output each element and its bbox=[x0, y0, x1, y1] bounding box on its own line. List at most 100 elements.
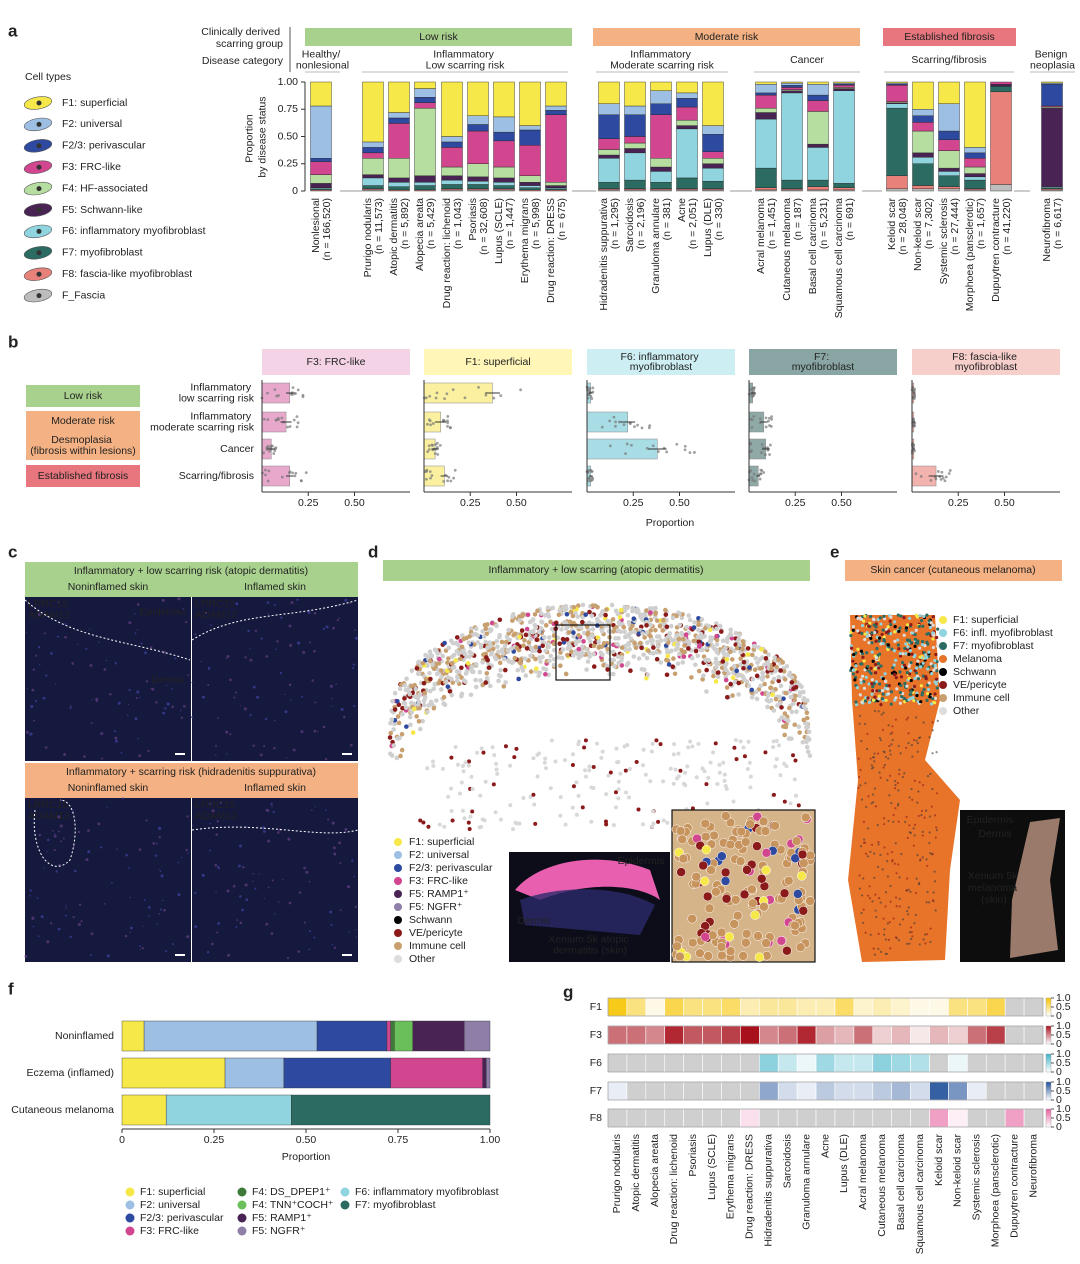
micrograph-speck bbox=[44, 610, 46, 613]
cell-dot bbox=[904, 652, 908, 656]
cell-dot bbox=[538, 611, 544, 616]
cell-dot bbox=[896, 781, 899, 785]
jitter-point bbox=[269, 445, 273, 449]
cell-dot bbox=[464, 669, 470, 674]
bar-segment bbox=[467, 130, 489, 164]
cell-dot bbox=[722, 772, 727, 777]
micrograph-speck bbox=[127, 703, 130, 706]
micrograph-speck bbox=[267, 886, 270, 889]
cell-dot bbox=[626, 795, 631, 800]
legend-swatch bbox=[394, 864, 402, 872]
cell-dot bbox=[695, 635, 701, 640]
cell-dot bbox=[427, 670, 432, 676]
cell-dot bbox=[558, 795, 563, 800]
micrograph-speck bbox=[57, 815, 61, 819]
heat-cell bbox=[910, 1053, 930, 1073]
cell-dot bbox=[928, 841, 931, 845]
micrograph-speck bbox=[219, 801, 222, 804]
cell-dot bbox=[551, 657, 557, 662]
jitter-point bbox=[264, 473, 267, 477]
bar-segment bbox=[362, 174, 384, 179]
cell-dot bbox=[486, 665, 492, 670]
bar-segment bbox=[519, 182, 541, 186]
jitter-point bbox=[427, 418, 431, 422]
cell-dot bbox=[467, 759, 472, 764]
cell-dot bbox=[907, 888, 910, 891]
cell-dot bbox=[644, 623, 649, 628]
cell-dot bbox=[760, 655, 765, 660]
jitter-point bbox=[929, 479, 933, 482]
x-tick-label: Atopic dermatitis bbox=[388, 198, 400, 276]
cell-dot bbox=[935, 644, 939, 648]
cell-dot bbox=[438, 687, 444, 692]
cell-dot bbox=[880, 632, 884, 637]
legend-nucleus bbox=[36, 271, 42, 277]
legend-label: VE/pericyte bbox=[953, 679, 1007, 691]
cell-dot bbox=[869, 614, 873, 619]
cell-dot bbox=[910, 743, 914, 747]
bar-segment bbox=[990, 184, 1012, 192]
bar-segment bbox=[676, 92, 698, 99]
cell-dot bbox=[443, 648, 449, 653]
micrograph-speck bbox=[209, 822, 211, 825]
cell-dot bbox=[518, 660, 523, 666]
cell-dot bbox=[559, 655, 565, 661]
micrograph-speck bbox=[226, 655, 230, 658]
cell-dot bbox=[913, 779, 916, 782]
legend-nucleus bbox=[36, 164, 42, 170]
bar-segment bbox=[493, 131, 515, 142]
cell-dot bbox=[564, 611, 570, 617]
heat-cell bbox=[664, 1053, 684, 1073]
cell-dot bbox=[909, 641, 913, 645]
cell-dot bbox=[588, 639, 593, 644]
bar-segment bbox=[781, 179, 803, 190]
bar-segment bbox=[755, 92, 777, 96]
cell-dot bbox=[898, 651, 902, 656]
bar-segment bbox=[650, 90, 672, 105]
cell-dot bbox=[420, 718, 425, 724]
heat-cell bbox=[1004, 1108, 1025, 1128]
cell-dot bbox=[497, 660, 503, 666]
jitter-point bbox=[913, 393, 916, 397]
cell-dot bbox=[497, 617, 503, 623]
bar-segment bbox=[650, 158, 672, 168]
jitter-point bbox=[647, 426, 651, 430]
jitter-point bbox=[914, 472, 918, 476]
jitter-point bbox=[913, 387, 916, 391]
bar-segment bbox=[650, 182, 672, 190]
jitter-point bbox=[299, 479, 303, 483]
cell-dot bbox=[699, 617, 705, 622]
cell-dot bbox=[692, 620, 697, 625]
cell-dot bbox=[638, 613, 643, 619]
cell-dot bbox=[669, 648, 674, 654]
cell-dot bbox=[436, 661, 442, 666]
cell-dot bbox=[905, 815, 908, 819]
cell-dot bbox=[570, 613, 576, 619]
cell-dot bbox=[911, 631, 915, 635]
heat-cell bbox=[721, 1025, 741, 1045]
bar-segment bbox=[441, 179, 463, 185]
bar-segment bbox=[807, 147, 829, 181]
x-axis-label: Proportion bbox=[646, 517, 695, 529]
x-tick-label: Neurofibroma bbox=[1041, 198, 1053, 262]
cell-dot bbox=[924, 677, 928, 681]
cell-dot bbox=[773, 687, 778, 692]
cell-dot bbox=[924, 942, 927, 945]
jitter-point bbox=[913, 449, 916, 453]
micrograph-speck bbox=[159, 870, 162, 872]
colorbar-tick-label: 0.5 bbox=[1056, 1057, 1071, 1069]
bar-segment bbox=[624, 105, 646, 115]
cell-dot bbox=[858, 775, 861, 779]
bar-segment bbox=[362, 158, 384, 175]
cell-dot bbox=[391, 727, 397, 732]
cell-dot bbox=[546, 614, 552, 619]
cell-dot bbox=[421, 680, 427, 686]
cell-dot bbox=[863, 614, 867, 618]
micrograph-speck bbox=[171, 687, 173, 690]
jitter-point bbox=[624, 452, 627, 455]
jitter-point bbox=[948, 469, 952, 472]
cell-dot bbox=[909, 831, 912, 835]
cell-dot bbox=[740, 639, 746, 644]
header-label: Inflammatory + low scarring (atopic derm… bbox=[488, 564, 703, 576]
zoom-cell bbox=[759, 901, 769, 912]
